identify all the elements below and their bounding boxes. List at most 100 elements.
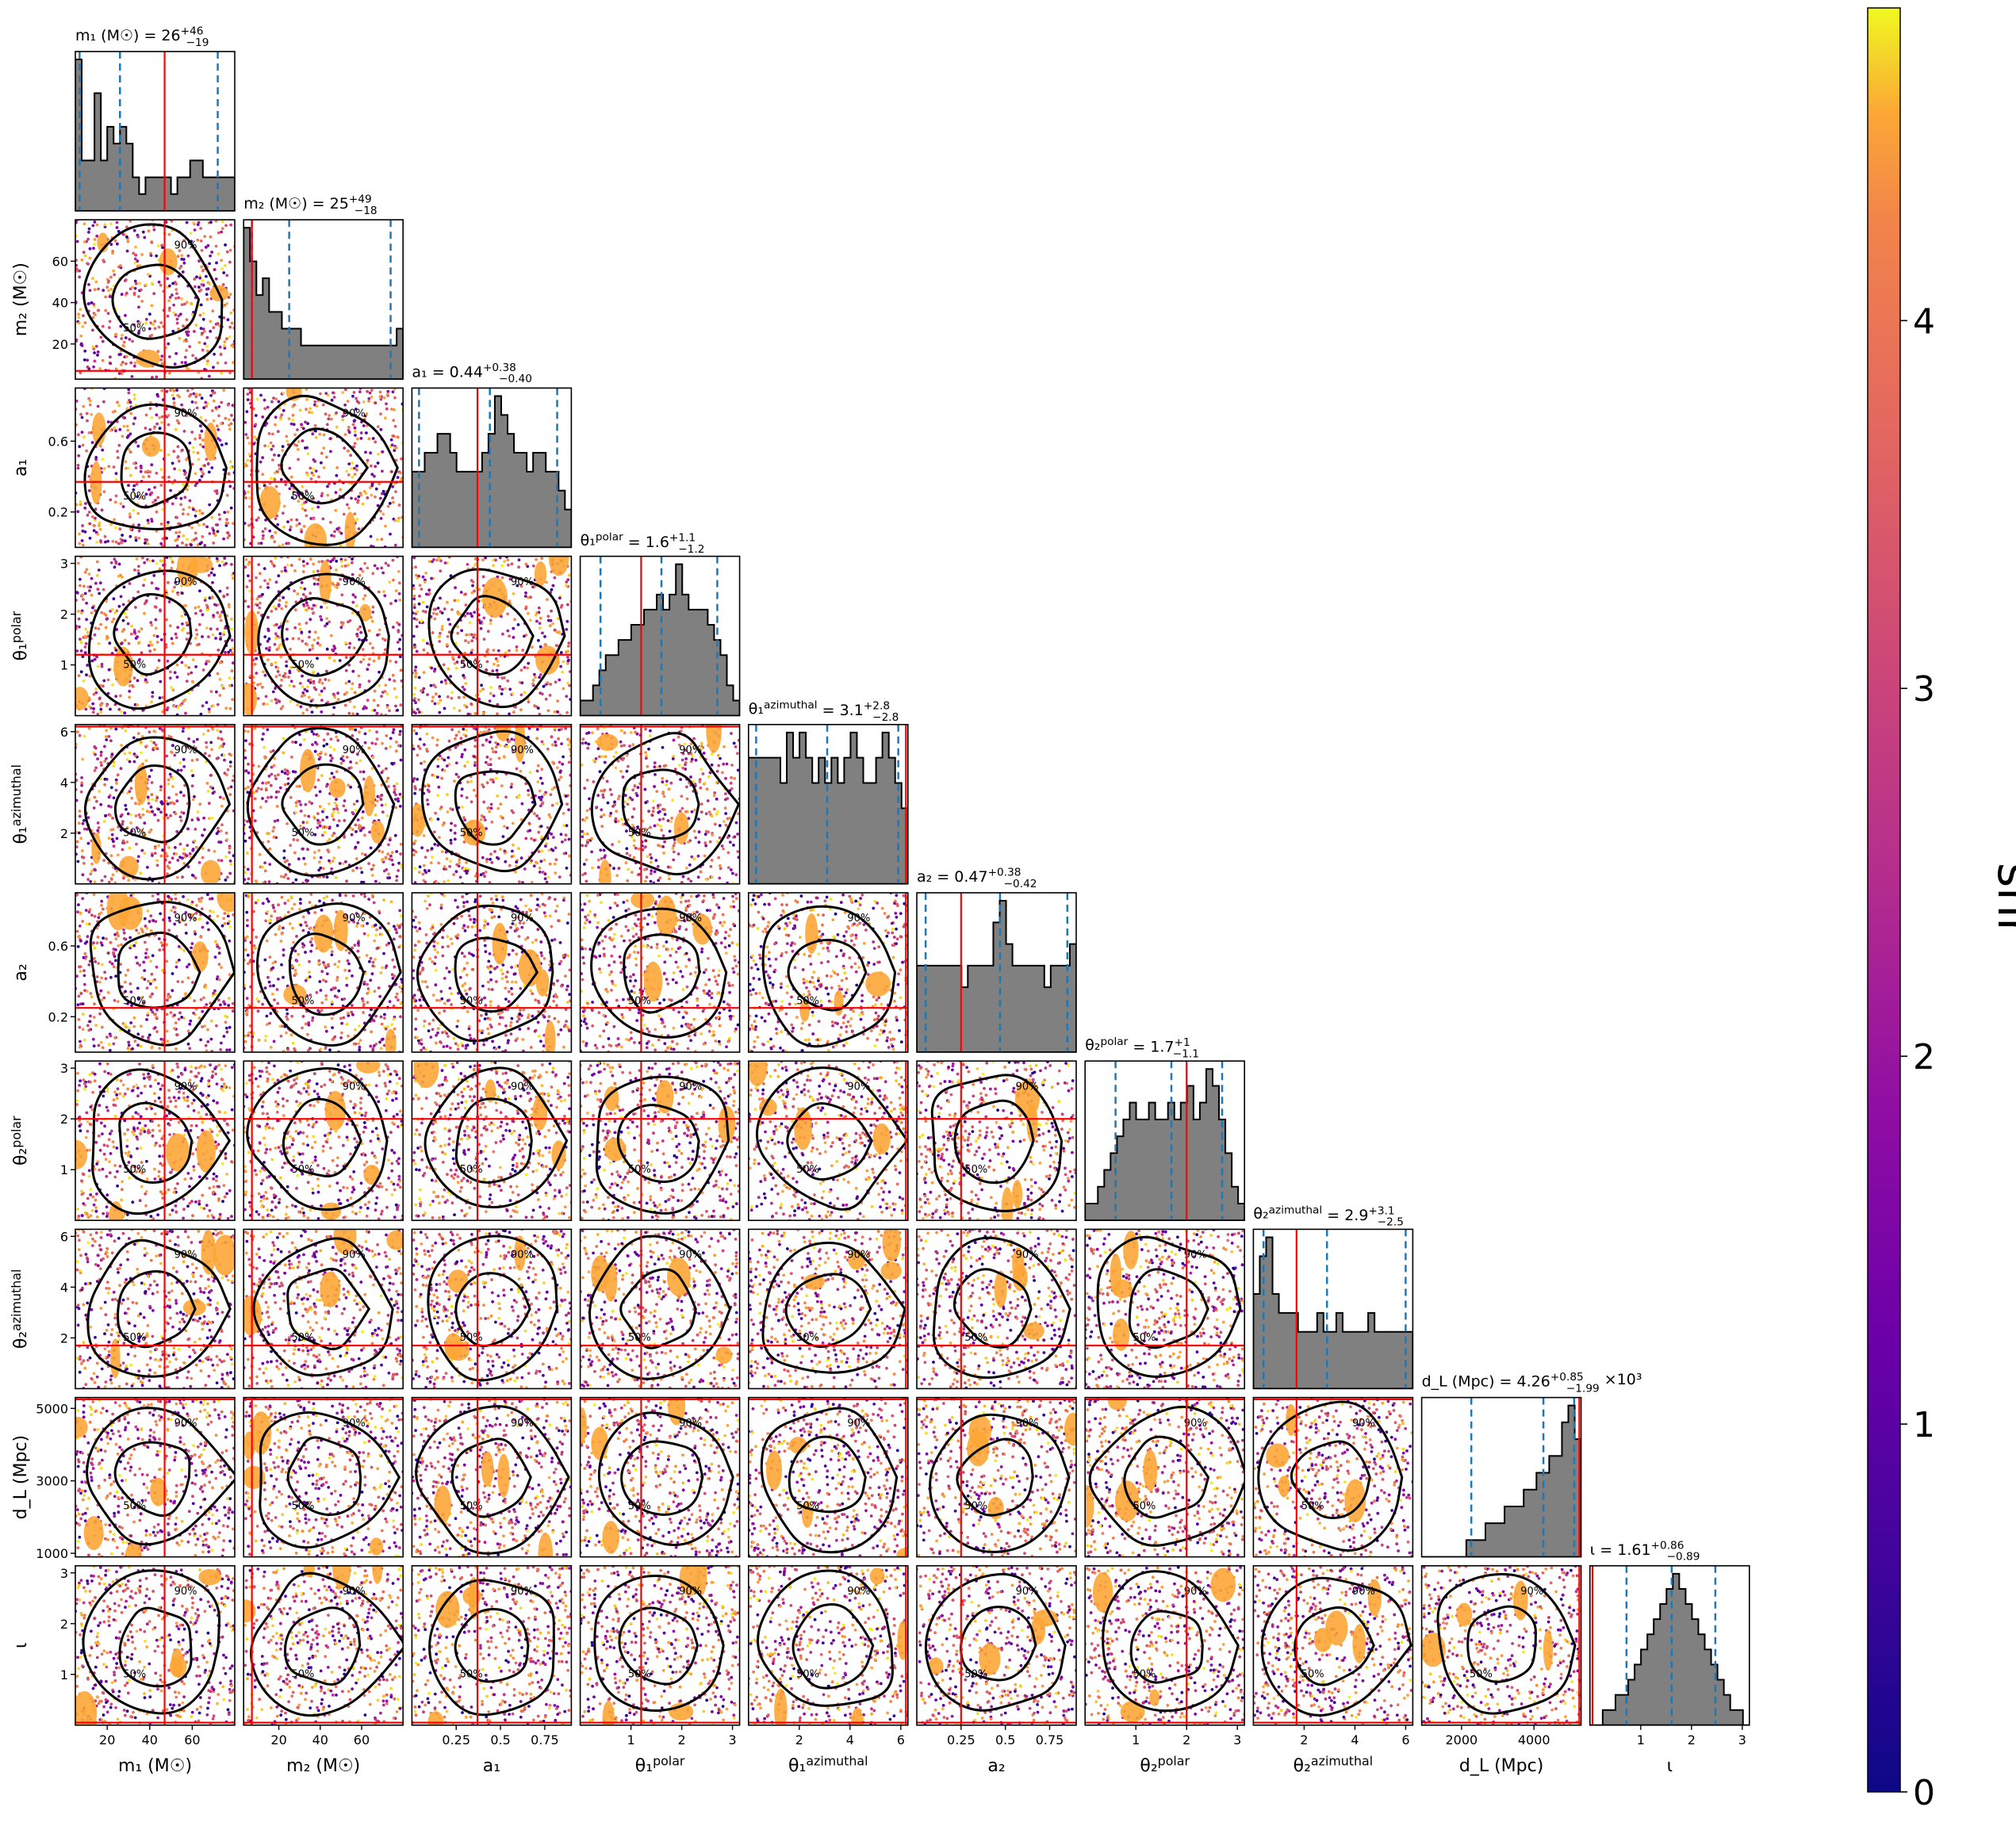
scatter-point [489,857,492,861]
scatter-point [715,840,719,844]
scatter-point [260,737,264,741]
scatter-point [273,642,277,646]
scatter-point [461,660,465,664]
scatter-point [568,683,572,687]
scatter-point [176,706,180,710]
scatter-point [227,603,231,607]
scatter-point [155,747,159,751]
scatter-point [205,760,209,764]
scatter-point [152,574,156,577]
scatter-point [458,875,462,879]
scatter-point [464,867,468,871]
scatter-point [370,544,373,548]
scatter-point [293,851,297,855]
scatter-point [381,810,385,813]
scatter-point [332,557,336,561]
scatter-point [327,802,331,806]
scatter-point [261,781,265,785]
scatter-point [94,344,98,348]
scatter-point [310,607,314,611]
scatter-point [383,690,387,693]
scatter-point [151,695,155,699]
scatter-point [330,867,334,871]
scatter-point [615,810,619,813]
scatter-point [442,663,446,667]
scatter-point [245,585,249,588]
scatter-point [439,559,443,563]
scatter-point [138,658,141,661]
scatter-point [190,302,194,306]
scatter-point [173,362,177,366]
scatter-point [290,496,294,500]
scatter-point [297,800,301,803]
scatter-point [489,768,493,771]
scatter-point [320,751,323,754]
scatter-point [549,793,553,797]
scatter-point [302,856,305,860]
scatter-point [160,415,164,419]
scatter-point [426,798,429,802]
scatter-point [673,841,676,844]
scatter-point [110,607,114,611]
scatter-point [120,744,123,747]
scatter-point [343,836,347,839]
scatter-point [258,852,262,856]
scatter-point [105,757,108,760]
scatter-point [105,617,109,620]
contour-50 [450,595,535,676]
scatter-point [359,867,362,870]
scatter-point [358,759,362,763]
scatter-point [481,711,485,715]
scatter-point [115,869,119,873]
scatter-point [332,583,335,586]
scatter-point [193,278,197,281]
scatter-point [376,634,379,637]
scatter-point [439,806,443,809]
scatter-point [103,875,107,879]
scatter-point [306,848,309,852]
scatter-point [532,838,536,842]
scatter-point [603,788,607,792]
scatter-point [201,279,205,282]
scatter-points [243,388,404,548]
scatter-point [466,780,470,784]
scatter-point [289,525,293,529]
scatter-point [152,228,156,232]
scatter-point [329,450,332,454]
scatter-point [362,597,366,601]
scatter-point [412,617,416,620]
scatter-point [205,274,208,278]
scatter-point [473,634,477,637]
scatter-point [217,649,220,652]
scatter-point [451,656,454,660]
scatter-point [496,794,500,798]
scatter-point [114,727,118,731]
scatter-point [539,776,542,780]
scatter-point [492,564,495,568]
scatter-point [305,446,309,450]
scatter-point [92,302,96,306]
scatter-point [148,730,151,734]
scatter-point [351,734,355,737]
scatter-point [209,220,213,224]
scatter-point [127,879,131,882]
scatter-point [97,568,101,572]
scatter-point [115,609,119,613]
scatter-point [259,585,263,589]
scatter-point [450,728,454,732]
scatter-point [212,529,216,533]
scatter-point [726,866,730,870]
scatter-point [179,791,182,794]
scatter-point [254,414,258,417]
scatter-point [99,707,103,711]
scatter-point [325,647,329,651]
scatter-point [454,733,458,737]
scatter-point [228,871,232,875]
scatter-point [332,810,335,814]
scatter-point [144,542,147,545]
scatter-point [334,508,338,512]
scatter-point [462,687,466,691]
scatter-point [521,649,525,652]
scatter-point [161,507,165,511]
scatter-point [272,825,276,829]
